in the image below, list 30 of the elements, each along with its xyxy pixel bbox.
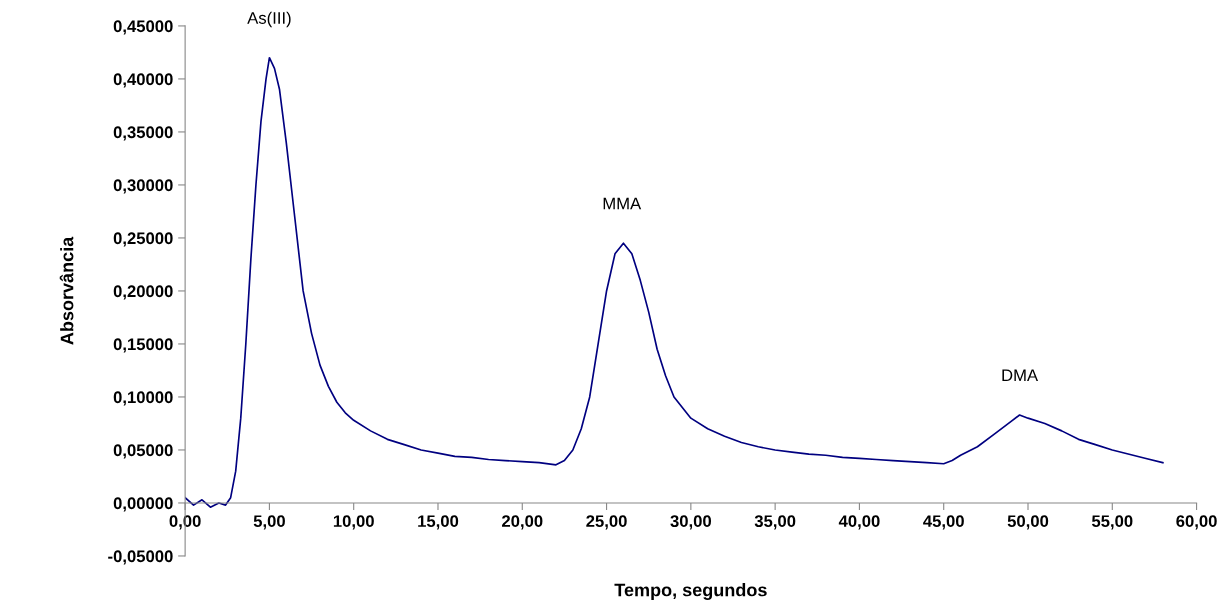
x-tick-label: 25,00 (586, 515, 627, 530)
y-tick-label: 0,05000 (113, 444, 173, 459)
x-tick-label: 0,00 (169, 515, 201, 530)
y-tick-label: 0,35000 (113, 126, 173, 141)
y-tick-label: 0,15000 (113, 338, 173, 353)
y-tick-label: 0,30000 (113, 179, 173, 194)
annotation: As(III) (247, 11, 291, 28)
x-tick-label: 60,00 (1176, 515, 1217, 530)
y-tick-label: 0,45000 (113, 20, 173, 35)
y-tick-label: 0,10000 (113, 391, 173, 406)
annotation: MMA (603, 197, 642, 210)
y-axis-title: Absorvância (59, 236, 74, 345)
y-tick-label: 0,25000 (113, 232, 173, 247)
y-tick-label: -0,05000 (108, 550, 173, 565)
x-tick-label: 20,00 (502, 515, 543, 530)
x-tick-label: 40,00 (838, 515, 880, 530)
x-axis-title: Tempo, segundos (614, 583, 767, 600)
y-tick-label: 0,20000 (113, 285, 173, 300)
x-tick-label: 55,00 (1091, 515, 1133, 530)
x-tick-label: 50,00 (1007, 515, 1049, 530)
x-tick-label: 30,00 (670, 515, 712, 530)
line-series (185, 56, 1164, 509)
x-tick-label: 45,00 (923, 515, 964, 530)
annotation: DMA (1002, 369, 1039, 381)
x-tick-label: 5,00 (253, 515, 285, 530)
x-tick-label: 10,00 (333, 515, 374, 530)
y-tick-label: 0,00000 (113, 497, 173, 512)
x-tick-label: 15,00 (418, 515, 459, 530)
x-tick-label: 35,00 (754, 515, 796, 530)
y-tick-label: 0,40000 (113, 73, 173, 88)
